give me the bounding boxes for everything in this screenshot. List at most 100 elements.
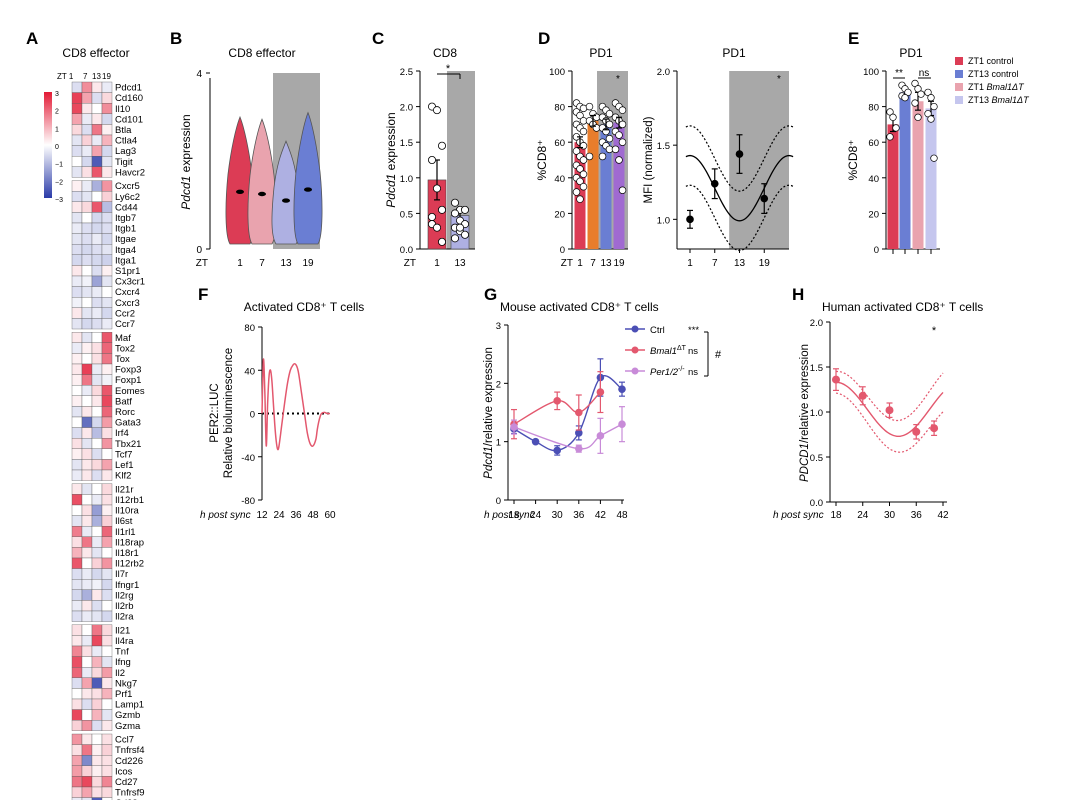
data-point (686, 215, 694, 224)
heatmap-cell (101, 307, 113, 319)
heatmap-cell (91, 134, 103, 146)
violin (225, 115, 255, 245)
heatmap-cell (91, 568, 103, 580)
heatmap-cell (101, 667, 113, 678)
heatmap-cell (81, 610, 93, 622)
heatmap-cell (101, 342, 113, 354)
heatmap-cell (101, 709, 113, 721)
heatmap-cell (101, 600, 113, 612)
heatmap-cell (81, 547, 93, 559)
data-point (531, 437, 540, 446)
heatmap-cell (81, 191, 93, 202)
colorbar-tick: 1 (55, 126, 59, 133)
heatmap-cell (91, 212, 103, 224)
heatmap-cell (81, 265, 93, 277)
x-tick-label: 30 (884, 510, 896, 521)
heatmap-cell (81, 124, 93, 136)
heatmap-cell (81, 92, 93, 104)
heatmap-cell (101, 624, 113, 636)
x-tick-label: 24 (857, 510, 869, 521)
heatmap-cell (91, 254, 103, 266)
heatmap-cell (81, 438, 93, 449)
data-point (572, 147, 581, 155)
heatmap-cell (81, 275, 93, 287)
heatmap-cell (101, 191, 113, 202)
gene-label: Cx3cr1 (115, 277, 145, 288)
legend-swatch (955, 83, 963, 91)
heatmap-cell (81, 332, 93, 343)
heatmap-cell (71, 124, 83, 136)
heatmap-cell (71, 526, 83, 537)
x-tick-label: 7 (259, 258, 265, 269)
gene-label: Ctla4 (115, 136, 137, 147)
y-axis-label: PER2::LUC (209, 383, 221, 442)
heatmap-cell (91, 286, 103, 298)
violin-median (304, 187, 312, 192)
gene-label: Itgae (115, 234, 136, 245)
heatmap-cell (71, 166, 83, 178)
x-tick-label: 7 (590, 258, 596, 269)
heatmap-cell (81, 645, 93, 657)
heatmap-cell (91, 438, 103, 449)
heatmap-cell (91, 698, 103, 710)
data-point (892, 124, 900, 132)
group-sig-marker: # (715, 349, 722, 361)
heatmap-cell (71, 342, 83, 354)
heatmap-cell (81, 286, 93, 298)
y-tick-label: 0.5 (400, 209, 413, 220)
data-point (553, 446, 561, 455)
heatmap-cell (101, 212, 113, 224)
heatmap-cell (71, 395, 83, 407)
heatmap-cell (101, 395, 113, 407)
x-tick-label: 42 (937, 510, 949, 521)
x-axis-label: ZT (561, 258, 573, 269)
gene-label: Ifngr1 (115, 580, 139, 591)
chart-title: Mouse activated CD8⁺ T cells (500, 300, 659, 314)
panel-a-heatmap: CD8 effector ZT 1 7 13 19 3 2 1 0 −1 −2 −3 Pdcd1Cd16… (44, 46, 145, 800)
heatmap-cell (101, 589, 113, 601)
data-point (450, 209, 459, 218)
heatmap-cell (71, 275, 83, 287)
heatmap-cell (71, 201, 83, 213)
gene-label: Havcr2 (115, 167, 145, 178)
x-axis-label: h post sync (200, 510, 251, 521)
gene-label: Tcf7 (115, 449, 132, 460)
gene-label: Icos (115, 766, 133, 777)
data-point (760, 194, 769, 203)
y-tick-label: 1.5 (657, 141, 670, 152)
x-tick-label: 36 (290, 510, 302, 521)
heatmap-cell (81, 307, 93, 319)
colorbar-tick: 0 (55, 144, 59, 151)
heatmap-cell (101, 448, 113, 460)
data-point (930, 424, 939, 433)
heatmap-cell (91, 610, 103, 622)
bar (925, 108, 937, 249)
bar-title: PD1 (899, 46, 923, 60)
data-point (510, 423, 518, 431)
heatmap-cell (71, 416, 83, 428)
data-point (596, 432, 605, 440)
heatmap-cell (71, 698, 83, 710)
heatmap-cell (91, 416, 103, 428)
legend-swatch (955, 96, 963, 104)
legend-swatch (955, 70, 963, 78)
panel-c-bar: CD8 0.0 0.5 1.0 1.5 2.0 2.5 Pdcd1 expression 1 13… (384, 46, 475, 269)
heatmap-cell (81, 568, 93, 580)
x-tick-label: 7 (712, 258, 718, 269)
x-tick-label: 1 (577, 258, 583, 269)
heatmap-cell (71, 81, 83, 93)
heatmap-col-label: 19 (102, 72, 111, 81)
data-point (437, 205, 446, 214)
sig-marker: * (932, 325, 937, 337)
heatmap-cell (71, 504, 83, 516)
data-point (575, 408, 583, 417)
ci-upper (685, 125, 794, 192)
y-tick-label: 1 (496, 438, 501, 449)
heatmap-cell (81, 755, 93, 766)
x-tick-label: 24 (273, 510, 285, 521)
heatmap-cell (91, 180, 103, 192)
ci-lower (835, 392, 944, 453)
x-tick-label: 24 (530, 510, 542, 521)
heatmap-cell (91, 483, 103, 495)
heatmap-cell (81, 483, 93, 495)
